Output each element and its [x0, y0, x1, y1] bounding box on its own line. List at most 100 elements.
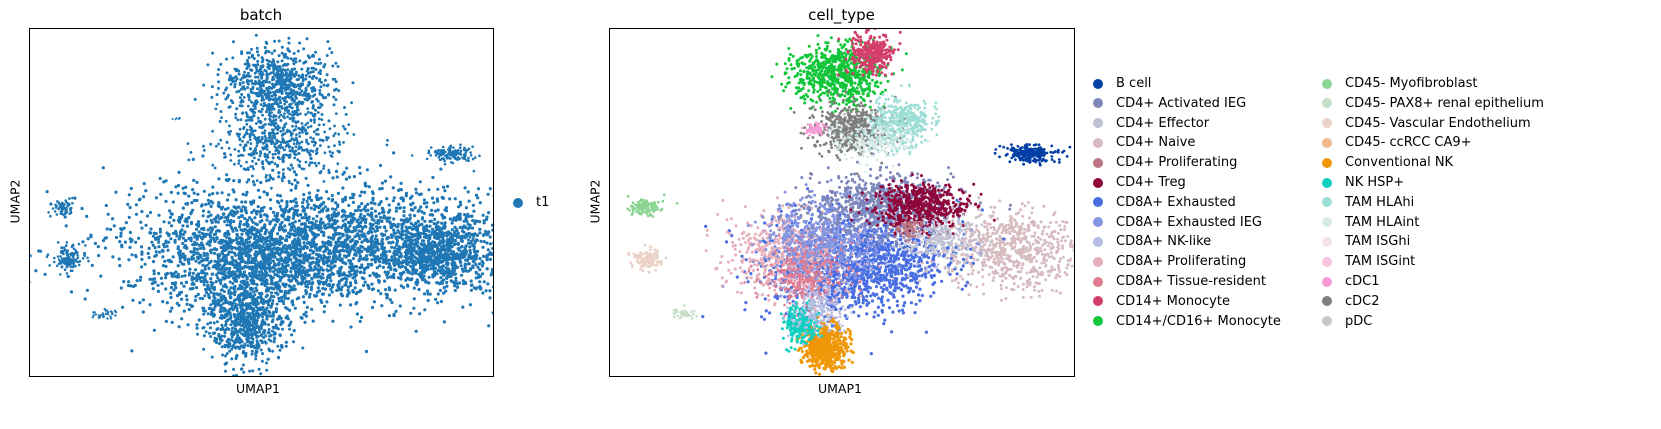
pax8-renal-epithelium-cluster [672, 304, 698, 320]
legend-label: CD8A+ Tissue-resident [1116, 274, 1266, 289]
tam-hlaint-cluster [809, 110, 930, 174]
legend-label: t1 [536, 195, 550, 210]
legend-item: TAM HLAint [1322, 215, 1419, 230]
legend-item: t1 [513, 195, 549, 210]
legend-item: CD45- ccRCC CA9+ [1322, 135, 1472, 150]
legend-item: CD45- Myofibroblast [1322, 76, 1477, 91]
legend-marker [1322, 236, 1332, 247]
cd8a-tissue-resident-cluster [743, 234, 862, 343]
main-cluster-right [374, 208, 493, 293]
legend-marker [1093, 177, 1103, 188]
legend-label: CD14+ Monocyte [1116, 293, 1230, 309]
legend-marker [1322, 118, 1332, 129]
legend-marker [1322, 276, 1332, 287]
legend-label: NK HSP+ [1345, 175, 1405, 190]
legend-item: TAM ISGint [1322, 254, 1415, 269]
legend-label: CD8A+ Exhausted IEG [1116, 214, 1263, 230]
legend-item: CD8A+ Exhausted [1093, 195, 1236, 210]
legend-label: pDC [1345, 313, 1373, 329]
legend-item: NK HSP+ [1322, 175, 1404, 190]
legend-marker [1322, 316, 1332, 327]
legend-item: pDC [1322, 314, 1372, 329]
legend-marker [1093, 276, 1103, 287]
cell-type-points [626, 29, 1074, 376]
batch-panel-title: batch [239, 6, 283, 24]
legend-label: TAM HLAint [1345, 214, 1420, 230]
legend-marker [1322, 197, 1332, 208]
legend-marker [1093, 157, 1103, 168]
legend-item: CD45- Vascular Endothelium [1322, 116, 1531, 131]
legend-marker [1093, 236, 1103, 247]
legend-marker [1322, 137, 1332, 148]
legend-item: CD14+/CD16+ Monocyte [1093, 314, 1281, 329]
legend-label: CD4+ Naive [1116, 135, 1196, 151]
right-small-cluster [410, 143, 481, 173]
legend-marker [1322, 296, 1332, 307]
cd4-naive-cluster [905, 196, 1074, 302]
cd14-monocyte-cluster [836, 29, 902, 77]
legend-item: CD4+ Proliferating [1093, 155, 1237, 170]
legend-marker [1093, 98, 1103, 109]
b-cell-cluster [993, 143, 1072, 167]
legend-marker [1322, 177, 1332, 188]
legend-item: TAM HLAhi [1322, 195, 1414, 210]
legend-marker [1093, 78, 1103, 89]
small-left-bottom [91, 307, 118, 320]
legend-label: cDC1 [1345, 274, 1380, 289]
legend-label: CD4+ Effector [1116, 115, 1210, 131]
cell-type-panel-title: cell_type [808, 6, 875, 24]
batch-y-axis-label: UMAP2 [7, 179, 23, 224]
legend-label: CD4+ Proliferating [1116, 155, 1238, 171]
legend-item: CD8A+ Exhausted IEG [1093, 215, 1262, 230]
legend-label: CD8A+ Proliferating [1116, 254, 1247, 270]
legend-marker [1322, 157, 1332, 168]
legend-label: cDC2 [1345, 293, 1380, 309]
batch-scatter-plot [29, 28, 494, 377]
cd4-effector-cluster [891, 202, 993, 281]
cdc1-cluster [801, 121, 828, 137]
legend-item: CD8A+ Tissue-resident [1093, 274, 1266, 289]
left-top-small [47, 196, 74, 218]
cell-type-y-axis-label: UMAP2 [587, 179, 603, 224]
legend-label: TAM HLAhi [1345, 194, 1415, 210]
legend-label: CD8A+ NK-like [1116, 234, 1212, 250]
legend-label: CD4+ Treg [1116, 175, 1186, 190]
cd4-proliferating-cluster [888, 216, 930, 244]
left-small-cluster [45, 241, 90, 276]
legend-marker [1093, 137, 1103, 148]
legend-item: CD14+ Monocyte [1093, 294, 1230, 309]
legend-marker [1322, 256, 1332, 267]
legend-marker [1093, 296, 1103, 307]
myofibroblast-cluster [626, 193, 679, 218]
legend-item: B cell [1093, 76, 1151, 91]
legend-item: cDC1 [1322, 274, 1380, 289]
legend-item: CD4+ Effector [1093, 116, 1209, 131]
legend-marker [1322, 217, 1332, 228]
legend-marker [513, 197, 523, 208]
legend-label: Conventional NK [1345, 155, 1454, 171]
legend-label: TAM ISGhi [1345, 234, 1411, 250]
legend-item: CD4+ Treg [1093, 175, 1186, 190]
legend-label: CD4+ Activated IEG [1116, 95, 1247, 111]
legend-item: CD4+ Naive [1093, 135, 1195, 150]
cell-type-scatter-plot [609, 28, 1075, 377]
legend-item: cDC2 [1322, 294, 1380, 309]
legend-label: CD45- ccRCC CA9+ [1345, 135, 1472, 151]
batch-points [30, 33, 493, 376]
legend-label: CD45- Myofibroblast [1345, 76, 1478, 91]
bottom-cluster [188, 265, 305, 376]
legend-marker [1093, 316, 1103, 327]
legend-marker [1322, 78, 1332, 89]
stray-1 [171, 116, 181, 121]
legend-item: CD8A+ NK-like [1093, 234, 1211, 249]
legend-marker [1093, 197, 1103, 208]
top-cluster-lower [186, 86, 389, 199]
batch-x-axis-label: UMAP1 [236, 381, 280, 396]
legend-label: TAM ISGint [1345, 254, 1416, 270]
legend-label: CD8A+ Exhausted [1116, 194, 1236, 210]
legend-item: CD4+ Activated IEG [1093, 96, 1246, 111]
legend-item: TAM ISGhi [1322, 234, 1410, 249]
legend-marker [1322, 98, 1332, 109]
legend-label: CD45- Vascular Endothelium [1345, 115, 1531, 131]
legend-item: CD45- PAX8+ renal epithelium [1322, 96, 1544, 111]
